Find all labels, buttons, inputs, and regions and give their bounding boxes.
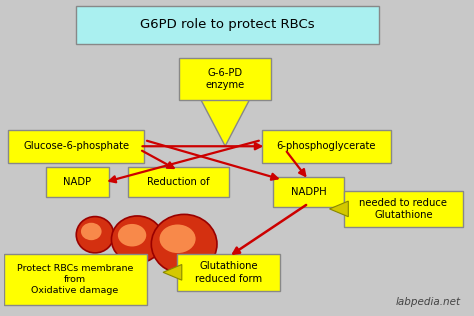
FancyBboxPatch shape — [46, 167, 109, 197]
FancyBboxPatch shape — [273, 177, 344, 207]
Ellipse shape — [76, 216, 114, 253]
Text: Reduction of: Reduction of — [147, 177, 210, 187]
Text: Glucose-6-phosphate: Glucose-6-phosphate — [23, 141, 129, 151]
Ellipse shape — [151, 214, 217, 274]
Text: NADPH: NADPH — [291, 187, 326, 197]
Text: labpedia.net: labpedia.net — [396, 297, 461, 307]
Text: NADP: NADP — [64, 177, 91, 187]
FancyBboxPatch shape — [4, 253, 146, 305]
Text: G-6-PD
enzyme: G-6-PD enzyme — [206, 68, 245, 90]
FancyBboxPatch shape — [128, 167, 228, 197]
FancyBboxPatch shape — [177, 253, 280, 291]
Text: Protect RBCs membrane
from
Oxidative damage: Protect RBCs membrane from Oxidative dam… — [17, 264, 133, 295]
Text: needed to reduce
Glutathione: needed to reduce Glutathione — [359, 198, 447, 220]
Ellipse shape — [160, 224, 196, 253]
Polygon shape — [200, 97, 251, 146]
FancyBboxPatch shape — [262, 130, 391, 163]
Text: G6PD role to protect RBCs: G6PD role to protect RBCs — [140, 18, 315, 31]
FancyBboxPatch shape — [344, 191, 463, 227]
FancyBboxPatch shape — [8, 130, 144, 163]
Text: Glutathione
reduced form: Glutathione reduced form — [195, 261, 262, 283]
Ellipse shape — [118, 224, 146, 246]
Text: 6-phosphoglycerate: 6-phosphoglycerate — [276, 141, 376, 151]
Ellipse shape — [81, 223, 101, 240]
Polygon shape — [163, 264, 182, 280]
Polygon shape — [329, 201, 348, 217]
FancyBboxPatch shape — [180, 58, 271, 100]
FancyBboxPatch shape — [76, 6, 379, 44]
Ellipse shape — [111, 216, 163, 263]
